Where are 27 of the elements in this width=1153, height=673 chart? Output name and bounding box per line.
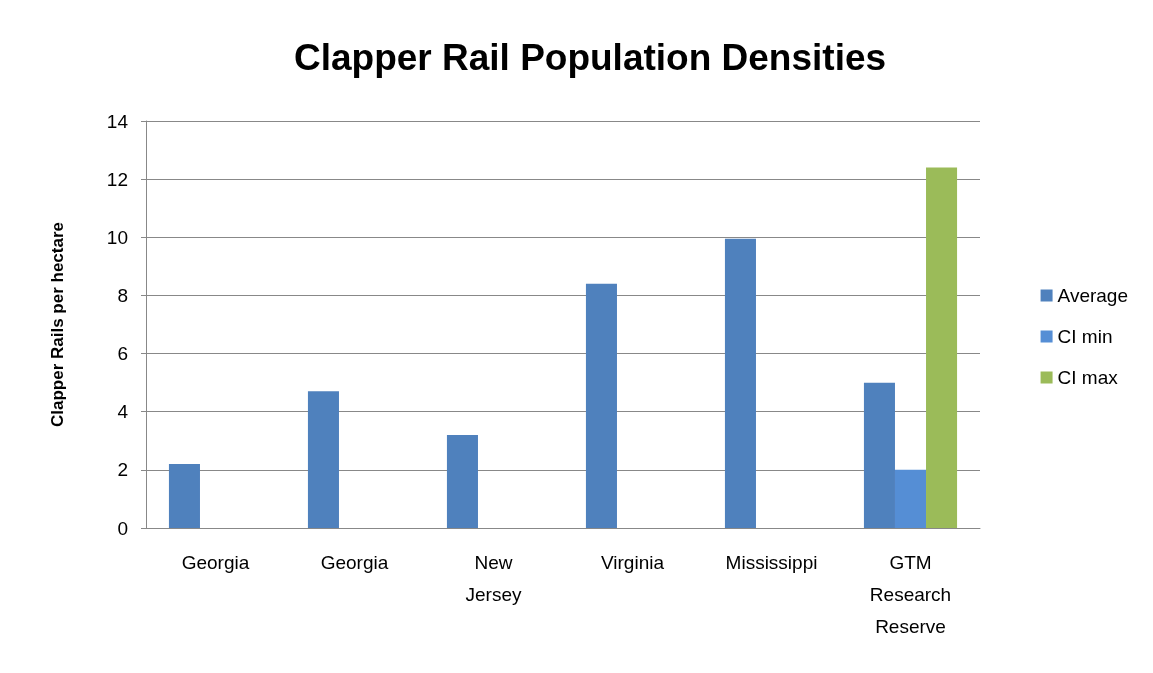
- y-tick-label: 14: [106, 110, 129, 132]
- y-axis-title: Clapper Rails per hectare: [48, 221, 67, 428]
- bar: [926, 167, 958, 528]
- y-tick-label: 2: [117, 459, 128, 481]
- bar: [724, 238, 756, 528]
- x-tick-label: GTM Research Reserve: [869, 551, 952, 637]
- bar: [585, 283, 617, 528]
- x-tick-label: Mississippi: [725, 551, 818, 573]
- y-tick-label: 4: [117, 401, 129, 423]
- legend-label: CI max: [1057, 367, 1119, 388]
- bar: [894, 469, 927, 528]
- bar: [168, 464, 200, 528]
- bar: [307, 391, 339, 528]
- legend-label: CI min: [1057, 326, 1113, 347]
- y-tick-label: 10: [106, 226, 128, 248]
- y-tick-label: 8: [117, 284, 128, 306]
- legend-label: Average: [1057, 285, 1129, 306]
- y-tick-label: 0: [117, 517, 128, 539]
- x-tick-label: New Jersey: [465, 551, 522, 605]
- y-tick-label: 6: [117, 343, 128, 365]
- x-tick-label: Georgia: [320, 551, 389, 573]
- bar: [446, 434, 478, 528]
- x-tick-label: Virginia: [600, 551, 665, 573]
- y-tick-label: 12: [106, 168, 128, 190]
- bar: [863, 382, 895, 528]
- chart-title: Clapper Rail Population Densities: [293, 37, 887, 78]
- x-tick-label: Georgia: [181, 551, 250, 573]
